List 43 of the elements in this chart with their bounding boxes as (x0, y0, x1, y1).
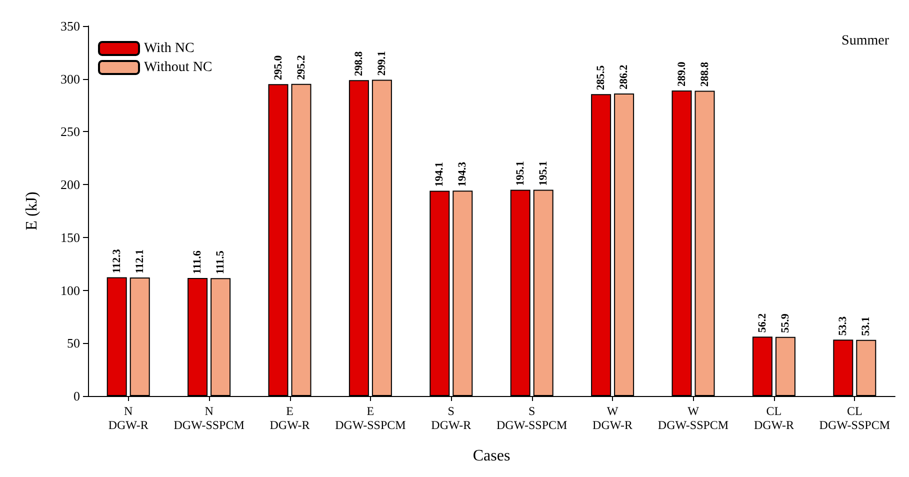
data-label: 112.3 (110, 248, 123, 274)
y-tick-label: 100 (60, 282, 80, 298)
x-tick-label: S DGW-SSPCM (496, 404, 568, 432)
data-label: 286.2 (618, 64, 630, 90)
data-label: 285.5 (595, 64, 608, 90)
y-tick-label: 300 (60, 71, 80, 86)
y-tick-label: 150 (60, 230, 80, 245)
x-tick-label: CL DGW-SSPCM (819, 404, 890, 432)
data-label: 195.1 (537, 161, 550, 186)
x-tick-label: N DGW-SSPCM (174, 404, 245, 432)
legend-label: Without NC (144, 60, 212, 75)
y-tick-label: 250 (60, 124, 80, 140)
legend-label: With NC (144, 41, 194, 56)
x-tick-label: E DGW-SSPCM (335, 404, 406, 432)
x-axis-title: Cases (472, 448, 510, 464)
x-tick-label: W DGW-SSPCM (658, 404, 729, 432)
data-label: 56.2 (756, 312, 768, 333)
data-label: 53.1 (860, 316, 872, 336)
annotation: Summer (842, 34, 890, 48)
data-label: 194.3 (456, 161, 469, 187)
x-tick-label: CL DGW-R (754, 404, 794, 432)
data-label: 53.3 (837, 316, 850, 336)
x-tick-label: E DGW-R (270, 404, 310, 432)
y-tick-label: 0 (74, 388, 80, 404)
x-tick-label: W DGW-R (592, 404, 633, 432)
data-label: 295.0 (272, 54, 284, 80)
x-tick-label: S DGW-R (431, 404, 472, 432)
data-label: 55.9 (779, 313, 792, 333)
y-tick-label: 350 (60, 18, 80, 34)
y-tick-label: 200 (60, 177, 80, 192)
data-label: 111.5 (214, 250, 227, 274)
y-axis-title: E (kJ) (24, 192, 40, 230)
data-label: 298.8 (352, 50, 365, 76)
data-label: 295.2 (295, 54, 308, 80)
x-tick-label: N DGW-R (108, 404, 148, 432)
y-tick-label: 50 (67, 336, 80, 351)
data-label: 112.1 (134, 249, 146, 274)
data-label: 299.1 (376, 51, 388, 76)
data-label: 195.1 (514, 161, 526, 186)
data-label: 194.1 (434, 162, 446, 187)
data-label: 288.8 (698, 61, 711, 87)
data-label: 111.6 (192, 250, 204, 274)
data-label: 289.0 (676, 61, 688, 86)
